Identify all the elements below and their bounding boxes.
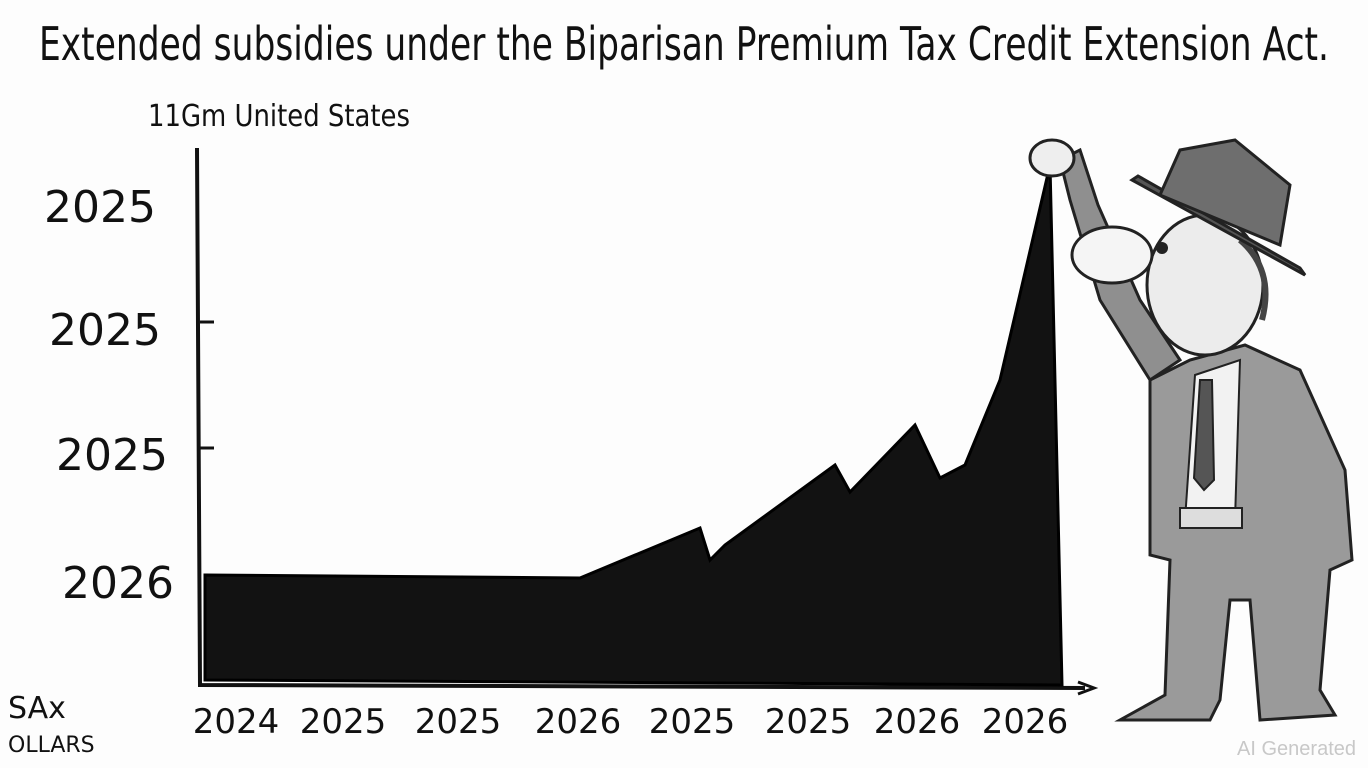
signature-line: OLLARS [8,733,95,758]
x-label: 2025 [300,702,387,742]
x-label: 2025 [649,702,736,742]
axes [195,147,1086,690]
y-label: 2026 [62,558,174,609]
x-label: 2026 [874,702,961,742]
cartoon-man [1028,138,1354,722]
axis-arrow [1077,680,1099,696]
subtitle: 11Gm United States [148,99,410,134]
x-label: 2024 [193,702,280,742]
x-label: 2025 [765,702,852,742]
x-label: 2026 [535,702,622,742]
x-label: 2026 [982,702,1069,742]
axis-ticks [200,320,214,450]
area-shape [203,164,1064,687]
y-label: 2025 [56,430,168,481]
y-label: 2025 [49,305,161,356]
x-label: 2025 [415,702,502,742]
signature-line: SAx [8,691,66,726]
watermark: AI Generated [1237,738,1356,760]
title: Extended subsidies under the Biparisan P… [39,17,1329,71]
y-label: 2025 [44,182,156,233]
